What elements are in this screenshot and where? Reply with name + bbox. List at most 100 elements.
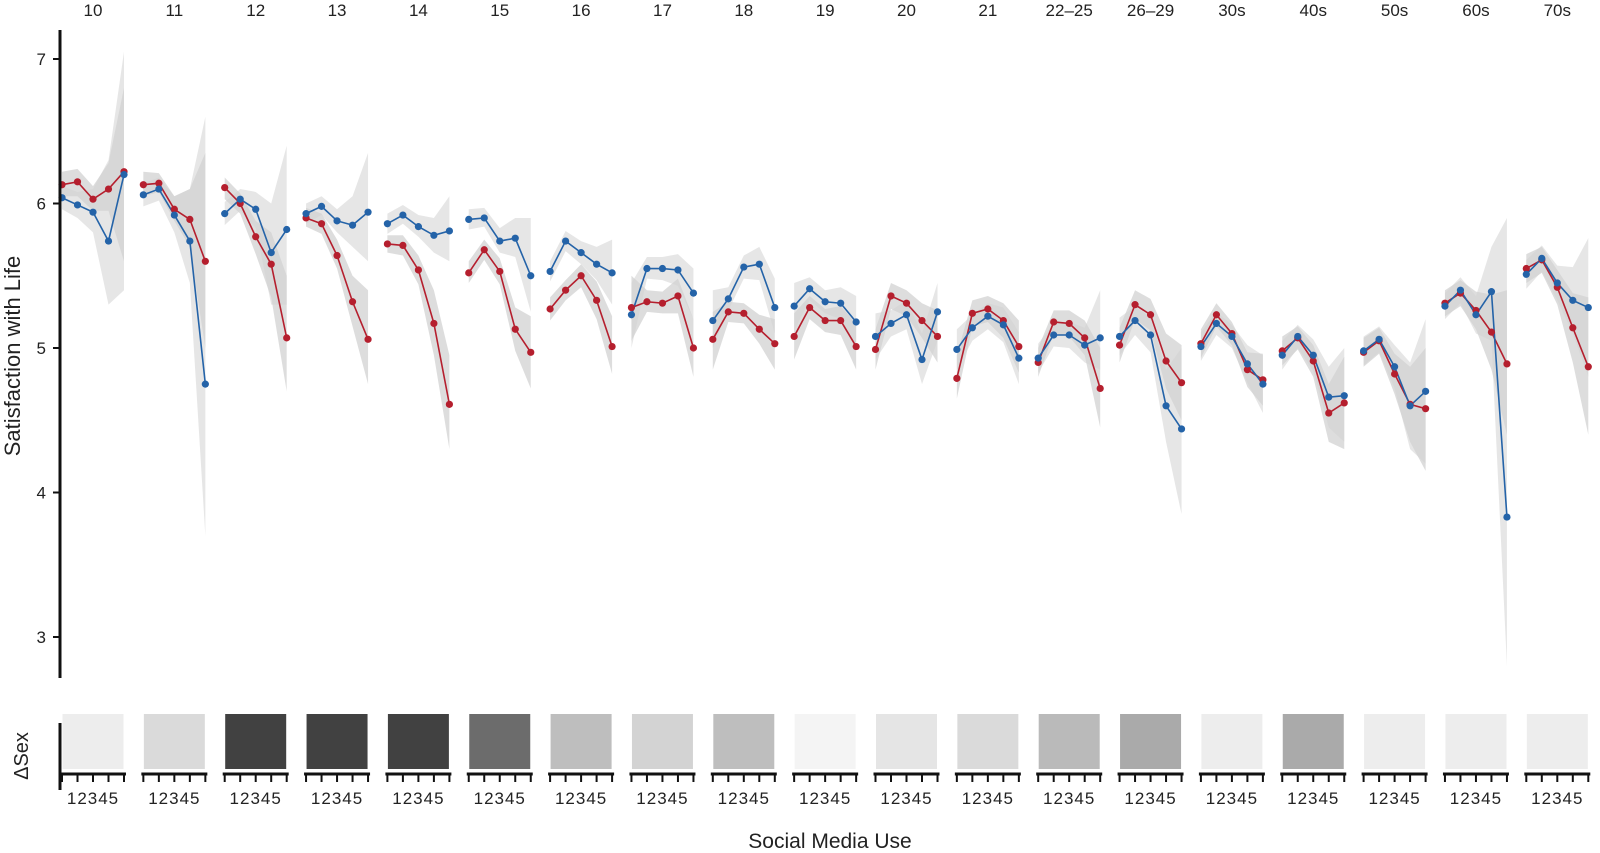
- delta-sex-tile: [1526, 714, 1588, 769]
- blue-series-point: [348, 221, 357, 229]
- red-series-point: [414, 266, 422, 274]
- red-series-point: [1146, 311, 1155, 319]
- blue-series-point: [267, 249, 275, 257]
- blue-series-point: [496, 237, 504, 245]
- blue-series-point: [953, 345, 961, 354]
- panel-label: 17: [653, 1, 672, 20]
- blue-series-point: [1212, 319, 1220, 328]
- red-ci-band: [875, 282, 938, 370]
- red-series-point: [465, 269, 473, 277]
- red-series-point: [201, 257, 209, 265]
- blue-ci-band: [550, 230, 613, 305]
- blue-series-point: [968, 324, 976, 332]
- red-series-point: [658, 299, 667, 307]
- red-series-point: [267, 260, 275, 268]
- blue-series-point: [465, 215, 473, 223]
- delta-sex-tile: [1038, 714, 1100, 769]
- blue-series-point: [1162, 402, 1170, 410]
- red-series-point: [984, 305, 992, 313]
- red-series-point: [89, 195, 97, 203]
- blue-series-point: [1243, 360, 1251, 368]
- blue-series-point: [1569, 296, 1577, 304]
- red-series-point: [771, 340, 779, 348]
- red-ci-band: [1526, 246, 1589, 435]
- red-series-point: [283, 334, 291, 342]
- blue-series-point: [430, 231, 438, 239]
- blue-series-point: [1015, 354, 1023, 362]
- y-tick-label: 3: [37, 628, 46, 647]
- blue-series-point: [1259, 380, 1267, 388]
- blue-series-point: [546, 267, 554, 276]
- red-ci-band: [1119, 290, 1182, 421]
- delta-sex-tile: [957, 714, 1019, 769]
- blue-ci-band: [468, 207, 531, 312]
- blue-series-point: [1228, 332, 1236, 341]
- red-series-point: [968, 309, 976, 317]
- blue-series-point: [1472, 311, 1480, 319]
- red-series-point: [627, 303, 636, 312]
- blue-series-point: [1050, 331, 1058, 339]
- red-series-point: [1212, 311, 1220, 319]
- red-ci-band: [794, 295, 857, 370]
- red-series-point: [333, 251, 341, 260]
- x-axis-ticks: 12345 12345 12345 12345 12345 12345 12345 12345…: [60, 772, 1591, 808]
- blue-series-point: [1294, 332, 1302, 341]
- blue-series-point: [871, 332, 880, 341]
- red-series-point: [399, 241, 407, 250]
- blue-ci-band: [631, 254, 694, 348]
- red-ci-band: [143, 152, 206, 348]
- red-series-point: [445, 400, 453, 408]
- blue-series-point: [658, 264, 667, 273]
- red-series-point: [73, 178, 82, 186]
- red-series-point: [221, 184, 229, 192]
- red-series-point: [724, 308, 732, 316]
- blue-series-point: [1309, 351, 1317, 359]
- red-series-point: [643, 298, 651, 306]
- blue-series-point: [593, 260, 601, 268]
- red-series-point: [1243, 366, 1251, 374]
- blue-series-point: [1197, 342, 1205, 351]
- red-series-point: [1081, 334, 1089, 342]
- red-series-point: [755, 325, 763, 333]
- blue-series-point: [1146, 331, 1155, 339]
- blue-series-point: [139, 191, 147, 199]
- blue-series-point: [1081, 341, 1089, 349]
- panel-label: 18: [734, 1, 753, 20]
- blue-series-point: [999, 321, 1007, 329]
- panel-label: 30s: [1218, 1, 1245, 20]
- blue-series-point: [709, 316, 717, 325]
- level-tick-labels: 12345: [1043, 789, 1095, 808]
- delta-sex-tile: [1201, 714, 1263, 769]
- level-tick-labels: 12345: [1206, 789, 1258, 808]
- blue-series-point: [236, 195, 244, 203]
- x-axis-title: Social Media Use: [748, 830, 911, 853]
- red-series-point: [1569, 324, 1577, 332]
- blue-series-point: [120, 171, 128, 179]
- blue-series-point: [527, 272, 535, 280]
- panel-label: 14: [409, 1, 428, 20]
- y-tick-label: 7: [37, 50, 46, 69]
- red-series-point: [1325, 409, 1333, 417]
- blue-series-point: [186, 237, 194, 245]
- panel-label: 70s: [1544, 1, 1571, 20]
- red-series-point: [430, 319, 438, 328]
- blue-series-point: [333, 217, 341, 225]
- blue-series-point: [383, 220, 391, 228]
- blue-ci-band: [712, 246, 775, 348]
- red-series-point: [139, 181, 147, 189]
- blue-series-point: [608, 269, 616, 277]
- blue-series-point: [1584, 303, 1592, 312]
- delta-sex-tile: [469, 714, 531, 769]
- red-series-point: [1340, 399, 1348, 407]
- delta-sex-tile: [225, 714, 287, 769]
- blue-series-point: [1522, 270, 1530, 278]
- level-tick-labels: 12345: [636, 789, 688, 808]
- blue-series-point: [1538, 254, 1546, 263]
- level-tick-labels: 12345: [311, 789, 363, 808]
- panel-label: 21: [978, 1, 997, 20]
- red-series-point: [577, 272, 585, 280]
- blue-series-point: [1375, 335, 1383, 343]
- blue-series-point: [837, 299, 845, 307]
- blue-series-point: [627, 311, 636, 319]
